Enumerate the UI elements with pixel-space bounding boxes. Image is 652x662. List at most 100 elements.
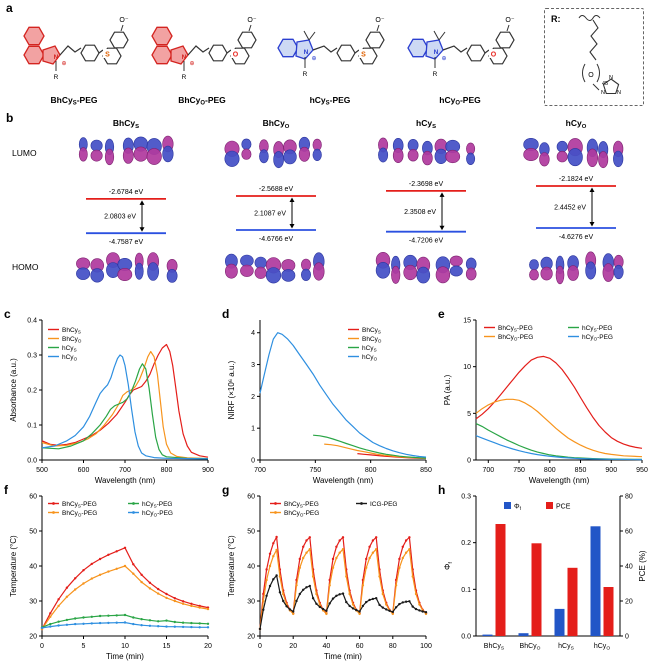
svg-text:hCyS: hCyS bbox=[558, 643, 574, 652]
molecule-structure: N ⊕ R O O⁻ bbox=[398, 8, 522, 97]
svg-text:Φf: Φf bbox=[514, 504, 522, 513]
svg-text:15: 15 bbox=[463, 318, 471, 325]
svg-text:N: N bbox=[434, 49, 439, 56]
svg-text:800: 800 bbox=[161, 467, 173, 474]
svg-text:0.0: 0.0 bbox=[461, 634, 471, 641]
pa-chart: 700 750 800 850 900 950 0 5 10 15 Wavelength (nm) P… bbox=[442, 314, 648, 486]
svg-text:40: 40 bbox=[323, 643, 331, 650]
svg-text:O⁻: O⁻ bbox=[375, 17, 384, 24]
svg-text:20: 20 bbox=[29, 634, 37, 641]
panel-label-c: c bbox=[4, 307, 11, 321]
svg-text:750: 750 bbox=[513, 467, 525, 474]
orbital-diagram-svg: hCyS -2.3698 eV 2.3508 eV -4.7206 eV bbox=[375, 118, 477, 284]
svg-text:600: 600 bbox=[78, 467, 90, 474]
svg-text:-4.6766 eV: -4.6766 eV bbox=[259, 236, 294, 243]
svg-text:hCyO: hCyO bbox=[62, 354, 78, 361]
svg-text:BhCyS-PEG: BhCyS-PEG bbox=[284, 501, 319, 508]
svg-text:⊕: ⊕ bbox=[311, 56, 316, 62]
svg-text:80: 80 bbox=[625, 494, 633, 501]
svg-text:BhCyO: BhCyO bbox=[263, 118, 290, 130]
svg-text:80: 80 bbox=[389, 643, 397, 650]
svg-text:O⁻: O⁻ bbox=[505, 17, 514, 24]
svg-text:20: 20 bbox=[204, 643, 212, 650]
svg-text:950: 950 bbox=[636, 467, 648, 474]
molecule-label: BhCyO-PEG bbox=[178, 95, 226, 107]
orbital-column-bhcyo: BhCyO -2.5688 eV 2.1087 eV -4.6766 eV bbox=[202, 116, 350, 308]
svg-text:-4.7587 eV: -4.7587 eV bbox=[109, 239, 144, 246]
absorbance-chart: 500 600 700 800 900 0.0 0.1 0.2 0.3 0.4 Wavelength… bbox=[8, 314, 214, 486]
svg-text:O⁻: O⁻ bbox=[247, 17, 256, 24]
svg-text:0.3: 0.3 bbox=[27, 353, 37, 360]
molecule-structure: N ⊕ R O O⁻ bbox=[140, 8, 264, 97]
orbital-diagram-svg: BhCyS -2.6784 eV 2.0803 eV -4.7587 eV bbox=[76, 118, 178, 283]
svg-text:60: 60 bbox=[247, 494, 255, 501]
svg-text:N: N bbox=[609, 75, 613, 81]
svg-text:3: 3 bbox=[251, 362, 255, 369]
svg-text:O: O bbox=[491, 52, 497, 59]
svg-text:10: 10 bbox=[463, 364, 471, 371]
svg-text:Temperature (°C): Temperature (°C) bbox=[9, 535, 18, 597]
svg-text:-2.5688 eV: -2.5688 eV bbox=[259, 186, 294, 193]
svg-text:40: 40 bbox=[247, 564, 255, 571]
molecule-label: hCyO-PEG bbox=[439, 95, 481, 107]
svg-text:900: 900 bbox=[605, 467, 617, 474]
svg-text:60: 60 bbox=[29, 494, 37, 501]
r-group-box: R: O 45 N N N bbox=[544, 8, 644, 106]
svg-text:45: 45 bbox=[602, 81, 608, 87]
svg-text:hCyO-PEG: hCyO-PEG bbox=[142, 510, 173, 517]
svg-text:BhCyO: BhCyO bbox=[520, 643, 541, 652]
svg-text:4: 4 bbox=[251, 330, 255, 337]
svg-text:R:: R: bbox=[551, 14, 561, 24]
svg-text:Time (min): Time (min) bbox=[106, 652, 144, 661]
svg-text:-4.7206 eV: -4.7206 eV bbox=[409, 238, 444, 245]
svg-text:BhCyO-PEG: BhCyO-PEG bbox=[498, 334, 533, 341]
svg-text:500: 500 bbox=[36, 467, 48, 474]
chart-d-svg: 700 750 800 850 0 1 2 3 4 Wavelength (nm) NIRF (×1… bbox=[227, 320, 432, 485]
svg-text:N: N bbox=[54, 54, 59, 61]
orbital-diagram-svg: hCyO -2.1824 eV 2.4452 eV -4.6276 eV bbox=[523, 118, 624, 285]
panel-label-d: d bbox=[222, 307, 230, 321]
svg-text:60: 60 bbox=[625, 529, 633, 536]
svg-text:20: 20 bbox=[625, 599, 633, 606]
svg-text:N: N bbox=[617, 90, 621, 96]
svg-text:BhCyS-PEG: BhCyS-PEG bbox=[62, 501, 97, 508]
svg-text:BhCyO-PEG: BhCyO-PEG bbox=[62, 510, 97, 517]
panel-label-h: h bbox=[438, 483, 446, 497]
svg-text:Wavelength (nm): Wavelength (nm) bbox=[95, 476, 156, 485]
svg-text:PCE (%): PCE (%) bbox=[638, 550, 647, 581]
svg-text:PA (a.u.): PA (a.u.) bbox=[443, 374, 452, 405]
svg-text:⊕: ⊕ bbox=[61, 61, 66, 67]
svg-text:Temperature (°C): Temperature (°C) bbox=[227, 535, 236, 597]
svg-text:hCyS: hCyS bbox=[62, 345, 77, 352]
svg-text:0: 0 bbox=[258, 643, 262, 650]
svg-text:0.0: 0.0 bbox=[27, 458, 37, 465]
svg-text:BhCyS: BhCyS bbox=[62, 327, 81, 334]
lumo-row-label: LUMO bbox=[12, 148, 37, 158]
panel-label-a: a bbox=[6, 1, 13, 15]
svg-text:0.2: 0.2 bbox=[27, 388, 37, 395]
svg-text:hCyO: hCyO bbox=[594, 643, 610, 652]
svg-text:Wavelength (nm): Wavelength (nm) bbox=[529, 476, 590, 485]
molecule-svg: N⊕ R S O⁻ bbox=[277, 17, 385, 78]
svg-text:0.1: 0.1 bbox=[27, 423, 37, 430]
panel-label-f: f bbox=[4, 483, 8, 497]
svg-text:750: 750 bbox=[309, 467, 321, 474]
svg-text:800: 800 bbox=[365, 467, 377, 474]
panel-label-e: e bbox=[438, 307, 445, 321]
svg-text:BhCyO-PEG: BhCyO-PEG bbox=[284, 510, 319, 517]
svg-text:BhCyS: BhCyS bbox=[484, 643, 505, 652]
svg-text:1: 1 bbox=[251, 426, 255, 433]
svg-text:⊕: ⊕ bbox=[189, 61, 194, 67]
chart-c-svg: 500 600 700 800 900 0.0 0.1 0.2 0.3 0.4 Wavelength… bbox=[9, 318, 214, 486]
nirf-chart: 700 750 800 850 0 1 2 3 4 Wavelength (nm) NIRF (×1… bbox=[226, 314, 432, 486]
svg-text:hCyO: hCyO bbox=[362, 354, 378, 361]
molecule-hcys: N ⊕ R S O⁻ hCyS-PEG bbox=[268, 8, 392, 106]
svg-text:0: 0 bbox=[625, 634, 629, 641]
svg-text:2: 2 bbox=[251, 394, 255, 401]
svg-text:N: N bbox=[182, 54, 187, 61]
svg-text:N: N bbox=[601, 90, 605, 96]
svg-text:900: 900 bbox=[202, 467, 214, 474]
homo-row-label: HOMO bbox=[12, 262, 39, 272]
